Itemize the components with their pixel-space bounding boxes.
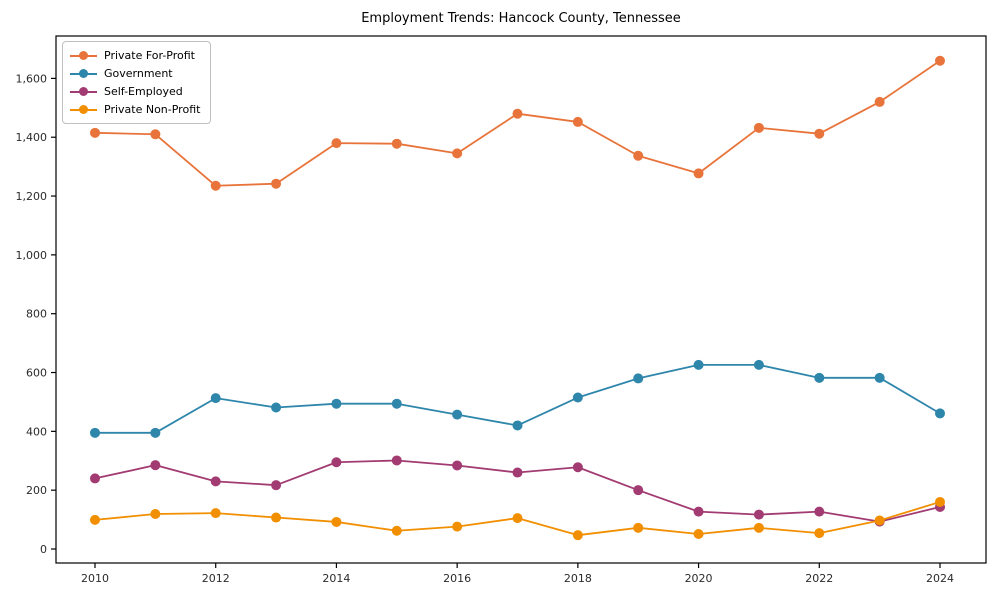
data-point-private-non-profit (753, 522, 764, 533)
data-point-government (452, 409, 463, 420)
data-point-government (391, 398, 402, 409)
data-point-government (814, 372, 825, 383)
data-point-private-for-profit (753, 122, 764, 133)
y-tick-label: 1,600 (16, 72, 48, 85)
data-point-private-for-profit (572, 116, 583, 127)
legend-item-label: Self-Employed (104, 85, 183, 98)
data-point-government (210, 393, 221, 404)
data-point-self-employed (572, 462, 583, 473)
legend-marker-icon (70, 68, 97, 79)
y-tick-label: 1,000 (16, 249, 48, 262)
y-tick-label: 1,200 (16, 190, 48, 203)
x-tick-label: 2020 (685, 572, 713, 585)
data-point-self-employed (210, 476, 221, 487)
series-line-private-for-profit (94, 60, 941, 187)
data-point-self-employed (814, 506, 825, 517)
data-point-private-non-profit (452, 521, 463, 532)
y-tick-label: 800 (26, 308, 47, 321)
data-point-government (874, 372, 885, 383)
x-tick-label: 2012 (202, 572, 230, 585)
data-point-self-employed (331, 457, 342, 468)
data-point-private-non-profit (814, 528, 825, 539)
legend-item-label: Private For-Profit (104, 49, 195, 62)
data-point-private-for-profit (90, 127, 100, 138)
data-point-private-non-profit (935, 496, 945, 507)
x-tick-label: 2022 (805, 572, 833, 585)
chart-title: Employment Trends: Hancock County, Tenne… (361, 11, 681, 26)
data-point-self-employed (150, 460, 161, 471)
data-point-government (753, 359, 764, 370)
data-point-private-non-profit (633, 522, 644, 533)
data-point-private-for-profit (874, 96, 885, 107)
legend-item-label: Private Non-Profit (104, 103, 201, 116)
data-point-self-employed (753, 509, 764, 520)
legend-item-private-for-profit: Private For-Profit (70, 48, 200, 63)
data-point-private-non-profit (874, 515, 885, 526)
x-tick-label: 2018 (564, 572, 592, 585)
data-point-private-for-profit (814, 128, 825, 139)
data-point-private-for-profit (693, 168, 704, 179)
data-point-government (271, 402, 282, 413)
data-point-private-for-profit (210, 180, 221, 191)
data-point-private-for-profit (331, 138, 342, 149)
legend-item-government: Government (70, 66, 200, 81)
data-point-private-non-profit (331, 516, 342, 527)
data-point-private-for-profit (150, 129, 161, 140)
data-point-private-non-profit (210, 508, 221, 519)
data-point-private-for-profit (512, 108, 523, 119)
data-point-self-employed (90, 473, 100, 484)
data-point-private-non-profit (512, 513, 523, 524)
data-point-private-non-profit (391, 525, 402, 536)
y-tick-label: 1,400 (16, 131, 48, 144)
data-point-government (150, 427, 161, 438)
legend-item-private-non-profit: Private Non-Profit (70, 102, 200, 117)
data-point-government (331, 398, 342, 409)
legend-item-label: Government (104, 67, 173, 80)
x-tick-label: 2016 (443, 572, 471, 585)
data-point-private-non-profit (572, 530, 583, 541)
data-point-private-non-profit (90, 514, 100, 525)
data-point-self-employed (452, 460, 463, 471)
data-point-government (572, 392, 583, 403)
data-point-self-employed (693, 506, 704, 517)
data-point-self-employed (512, 467, 523, 478)
data-point-private-for-profit (452, 148, 463, 159)
x-tick-label: 2014 (322, 572, 350, 585)
data-point-private-for-profit (271, 178, 282, 189)
axes-box (55, 35, 987, 564)
legend-item-self-employed: Self-Employed (70, 84, 200, 99)
y-tick-label: 0 (40, 543, 47, 556)
data-point-private-for-profit (935, 55, 945, 66)
data-point-self-employed (391, 455, 402, 466)
data-point-government (90, 427, 100, 438)
legend-marker-icon (70, 104, 97, 115)
data-point-government (935, 408, 945, 419)
x-tick-label: 2010 (81, 572, 109, 585)
data-point-government (633, 373, 644, 384)
data-point-private-non-profit (693, 528, 704, 539)
data-point-private-non-profit (150, 508, 161, 519)
data-point-government (512, 420, 523, 431)
legend-marker-icon (70, 86, 97, 97)
data-point-private-non-profit (271, 512, 282, 523)
data-point-private-for-profit (633, 150, 644, 161)
legend-marker-icon (70, 50, 97, 61)
data-point-self-employed (633, 485, 644, 496)
data-point-government (693, 359, 704, 370)
data-point-self-employed (271, 480, 282, 491)
legend: Private For-Profit Government Self-Employe… (62, 41, 212, 124)
y-tick-label: 400 (26, 425, 47, 438)
y-tick-label: 200 (26, 484, 47, 497)
x-tick-label: 2024 (926, 572, 954, 585)
y-tick-label: 600 (26, 367, 47, 380)
data-point-private-for-profit (391, 138, 402, 149)
